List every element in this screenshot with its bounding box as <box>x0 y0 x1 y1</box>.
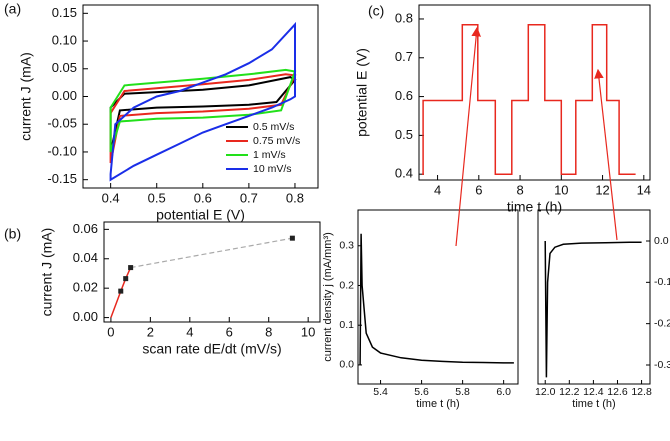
y-axis-label: current J (mA) <box>39 228 55 317</box>
y-tick-label: 0.00 <box>73 309 98 324</box>
y-tick-label: -0.3 <box>654 359 670 371</box>
x-tick-label: 0.8 <box>286 190 304 205</box>
data-point <box>128 265 134 271</box>
y-tick-label: 0.06 <box>73 221 98 236</box>
y-tick-label: 0.05 <box>52 60 77 75</box>
x-tick-label: 5.6 <box>414 386 429 398</box>
x-axis-label: time t (h) <box>507 199 562 215</box>
y-tick-label: 0.02 <box>73 280 98 295</box>
x-tick-label: 0 <box>107 324 114 339</box>
y-tick-label: 0.8 <box>395 10 413 25</box>
x-tick-label: 5.8 <box>455 386 470 398</box>
y-axis-label: current density j (mA/mm³) <box>322 232 334 362</box>
y-tick-label: -0.1 <box>654 276 670 288</box>
x-tick-label: 0.7 <box>240 190 258 205</box>
x-tick-label: 6 <box>475 182 482 197</box>
legend-label: 10 mV/s <box>253 163 292 175</box>
x-tick-label: 0.5 <box>148 190 166 205</box>
y-tick-label: 0.3 <box>339 240 354 252</box>
data-line <box>109 21 296 182</box>
x-tick-label: 5.4 <box>373 386 388 398</box>
panel-label: (a) <box>4 1 21 17</box>
legend-label: 1 mV/s <box>253 149 286 161</box>
dashed-link <box>130 237 293 269</box>
legend-label: 0.75 mV/s <box>253 135 300 147</box>
legend-label: 0.5 mV/s <box>253 121 294 133</box>
x-tick-label: 10 <box>554 182 568 197</box>
x-axis-label: time t (h) <box>416 398 459 410</box>
y-tick-label: 0.6 <box>395 88 413 103</box>
plot-frame <box>103 221 321 323</box>
y-tick-label: -0.05 <box>47 116 77 131</box>
plot-frame <box>418 4 651 181</box>
x-axis-label: scan rate dE/dt (mV/s) <box>142 341 281 357</box>
x-tick-label: 4 <box>186 324 193 339</box>
data-line <box>109 68 297 153</box>
x-tick-label: 6.0 <box>496 386 511 398</box>
x-tick-label: 0.6 <box>194 190 212 205</box>
x-axis-label: time t (h) <box>572 398 615 410</box>
x-tick-label: 10 <box>301 324 315 339</box>
y-tick-label: 0.1 <box>339 319 354 331</box>
y-tick-label: 0.7 <box>395 49 413 64</box>
x-tick-label: 8 <box>265 324 272 339</box>
y-tick-label: 0.04 <box>73 250 98 265</box>
y-tick-label: 0.0 <box>654 235 669 247</box>
data-point <box>123 276 129 282</box>
y-tick-label: 0.2 <box>339 279 354 291</box>
x-tick-label: 2 <box>147 324 154 339</box>
x-tick-label: 14 <box>637 182 651 197</box>
data-line <box>544 240 642 378</box>
y-tick-label: 0.10 <box>52 32 77 47</box>
plot-frame <box>537 209 651 385</box>
y-tick-label: 0.00 <box>52 88 77 103</box>
y-tick-label: -0.2 <box>654 317 670 329</box>
data-point <box>118 288 124 294</box>
x-tick-label: 12.0 <box>535 386 556 398</box>
x-tick-label: 12 <box>595 182 609 197</box>
x-tick-label: 4 <box>434 182 441 197</box>
data-point <box>289 235 295 241</box>
x-tick-label: 12.2 <box>559 386 580 398</box>
panel-label: (b) <box>4 226 21 242</box>
arrow <box>455 26 481 247</box>
y-tick-label: 0.5 <box>395 127 413 142</box>
plot-frame <box>357 209 519 385</box>
panel-label: (c) <box>368 3 384 19</box>
data-line <box>109 73 297 164</box>
arrow <box>594 68 618 241</box>
y-tick-label: -0.15 <box>47 171 77 186</box>
y-tick-label: 0.15 <box>52 5 77 20</box>
y-tick-label: 0.4 <box>395 166 413 181</box>
data-line <box>359 233 514 365</box>
data-line <box>110 267 132 318</box>
x-tick-label: 0.4 <box>102 190 120 205</box>
y-axis-label: potential E (V) <box>354 48 370 137</box>
y-tick-label: -0.10 <box>47 143 77 158</box>
y-axis-label: current J (mA) <box>18 52 34 141</box>
x-tick-label: 12.4 <box>583 386 604 398</box>
x-tick-label: 12.8 <box>631 386 652 398</box>
x-tick-label: 6 <box>226 324 233 339</box>
x-tick-label: 12.6 <box>607 386 628 398</box>
x-tick-label: 8 <box>516 182 523 197</box>
y-tick-label: 0.0 <box>339 359 354 371</box>
data-line <box>422 24 636 175</box>
x-axis-label: potential E (V) <box>156 207 245 223</box>
